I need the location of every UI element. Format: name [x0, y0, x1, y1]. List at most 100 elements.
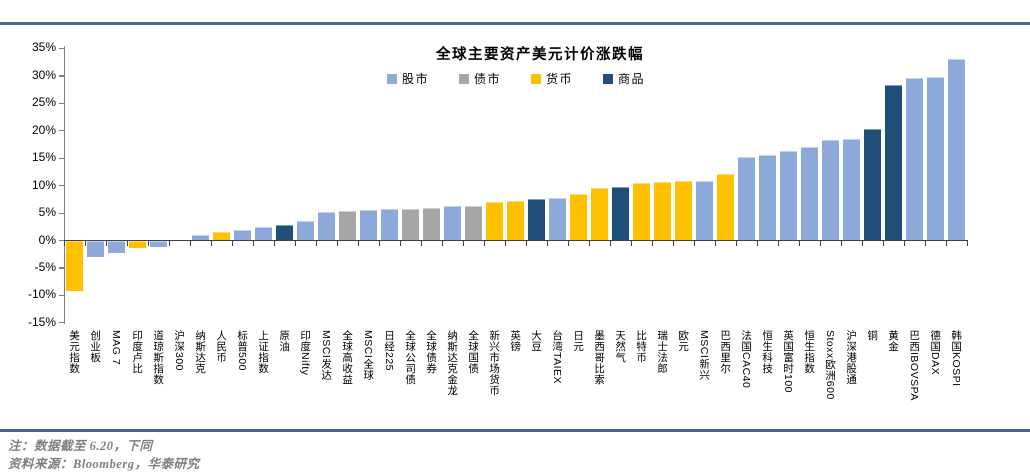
- bottom-divider-rule: [0, 429, 1030, 432]
- y-tick-0: [58, 47, 64, 50]
- bar-currency-25: [590, 188, 608, 241]
- y-tick-label-5: 10%: [31, 177, 56, 192]
- chart-footnote: 注：数据截至 6.20，下同: [8, 439, 153, 453]
- y-tick-5: [58, 185, 64, 187]
- legend-label: 货币: [546, 72, 574, 86]
- category-tick-30: [693, 241, 695, 246]
- y-tick-label-2: 25%: [31, 95, 56, 110]
- x-label-0: 美元指数: [68, 330, 81, 374]
- category-tick-18: [441, 241, 443, 246]
- category-tick-1: [84, 241, 86, 246]
- bar-currency-7: [212, 232, 230, 241]
- y-tick-3: [58, 130, 64, 132]
- chart-title: 全球主要资产美元计价涨跌幅: [436, 47, 644, 63]
- category-tick-8: [231, 241, 233, 246]
- category-tick-27: [630, 241, 632, 246]
- x-label-10: 原油: [278, 330, 291, 352]
- category-tick-15: [378, 241, 380, 246]
- category-tick-31: [714, 241, 716, 246]
- bar-stock-40: [905, 78, 923, 241]
- y-tick-label-4: 15%: [31, 150, 56, 165]
- legend-item-currency: 货币: [531, 70, 573, 87]
- category-tick-22: [525, 241, 527, 246]
- bar-currency-27: [632, 183, 650, 241]
- x-label-24: 日元: [572, 330, 585, 352]
- category-tick-42: [945, 241, 947, 246]
- bar-stock-34: [779, 151, 797, 241]
- y-tick-9: [58, 294, 64, 297]
- bar-commodity-22: [527, 198, 545, 241]
- y-tick-label-9: -10%: [27, 287, 56, 302]
- x-label-42: 韩国KOSPI: [950, 330, 963, 387]
- bar-stock-6: [191, 235, 209, 241]
- category-tick-21: [504, 241, 506, 246]
- x-label-35: 恒生指数: [803, 330, 816, 374]
- chart-source-note: 资料来源：Bloomberg，华泰研究: [8, 457, 200, 471]
- category-tick-35: [798, 241, 800, 246]
- x-label-14: MSCI全球: [362, 330, 375, 381]
- category-tick-39: [882, 241, 884, 246]
- x-label-15: 日经225: [383, 330, 396, 372]
- y-tick-label-3: 20%: [31, 122, 56, 137]
- y-tick-2: [58, 102, 64, 105]
- x-label-34: 英国富时100: [782, 330, 795, 394]
- category-tick-38: [861, 241, 863, 246]
- bar-commodity-10: [275, 225, 293, 241]
- x-label-12: MSCI发达: [320, 330, 333, 381]
- category-tick-26: [609, 241, 611, 246]
- bar-stock-23: [548, 197, 566, 241]
- value-axis-line: [63, 46, 65, 324]
- legend-item-commodity: 商品: [603, 70, 645, 87]
- x-label-16: 全球公司债: [404, 330, 417, 385]
- category-tick-34: [777, 241, 779, 246]
- bar-stock-41: [926, 77, 944, 241]
- bar-stock-9: [254, 226, 272, 241]
- category-tick-20: [483, 241, 485, 246]
- bar-currency-28: [653, 182, 671, 241]
- x-label-9: 上证指数: [257, 330, 270, 374]
- bar-currency-0: [65, 241, 83, 291]
- bar-currency-21: [506, 201, 524, 241]
- category-tick-19: [462, 241, 464, 246]
- x-label-37: 沪深港股通: [845, 330, 858, 385]
- bar-bond-19: [464, 205, 482, 241]
- legend-item-stock: 股市: [386, 70, 429, 87]
- x-label-4: 道琼斯指数: [152, 330, 165, 385]
- category-tick-0: [63, 241, 65, 246]
- category-tick-12: [315, 241, 317, 246]
- bar-currency-24: [569, 194, 587, 241]
- x-label-6: 纳斯达克: [194, 330, 207, 374]
- y-tick-6: [58, 212, 64, 214]
- bar-currency-29: [674, 181, 692, 241]
- x-label-41: 德国DAX: [929, 330, 942, 376]
- commodity-legend-swatch: [603, 73, 614, 84]
- legend-label: 债市: [473, 72, 501, 86]
- stock-legend-swatch: [386, 73, 397, 84]
- currency-legend-swatch: [531, 73, 541, 84]
- category-tick-36: [819, 241, 821, 246]
- bar-stock-37: [842, 139, 860, 241]
- bar-stock-2: [107, 241, 125, 254]
- bar-stock-33: [758, 155, 776, 241]
- legend-item-bond: 债市: [458, 70, 501, 87]
- x-label-33: 恒生科技: [761, 330, 774, 374]
- category-tick-37: [840, 241, 842, 246]
- y-tick-label-0: 35%: [31, 40, 56, 55]
- y-tick-label-6: 5%: [38, 205, 56, 220]
- y-tick-label-7: 0%: [38, 232, 56, 247]
- bar-stock-14: [359, 209, 377, 241]
- category-tick-3: [126, 241, 128, 246]
- x-label-3: 印度卢比: [131, 330, 144, 374]
- y-tick-7: [58, 240, 64, 242]
- bar-stock-12: [317, 211, 335, 241]
- chart-legend: 股市 债市 货币 商品: [63, 70, 969, 87]
- x-label-32: 法国CAC40: [740, 330, 753, 389]
- category-tick-24: [567, 241, 569, 246]
- x-label-29: 欧元: [677, 330, 690, 352]
- category-tick-28: [651, 241, 653, 246]
- category-tick-29: [672, 241, 674, 246]
- x-label-38: 铜: [866, 330, 879, 341]
- x-label-28: 瑞士法郎: [656, 330, 669, 374]
- x-label-7: 人民币: [215, 330, 228, 363]
